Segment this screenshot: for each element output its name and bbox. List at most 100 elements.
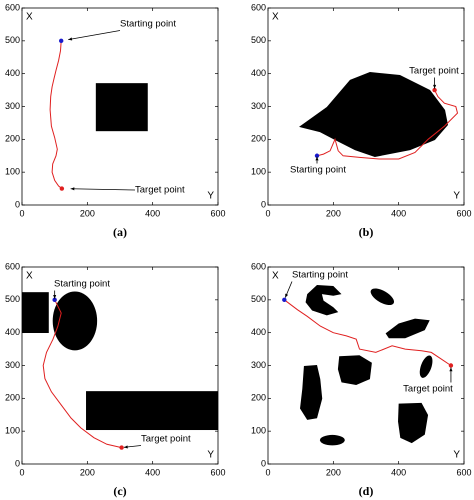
- caption: (b): [359, 225, 374, 239]
- y-tick-label: 500: [5, 294, 20, 304]
- path-line: [283, 299, 452, 366]
- target-point: [432, 87, 437, 93]
- start-point: [314, 153, 320, 158]
- obstacle: [419, 355, 433, 378]
- path-line: [42, 299, 122, 449]
- obstacle: [398, 402, 429, 444]
- x-tick-label: 0: [265, 467, 270, 477]
- obstacle: [319, 434, 345, 446]
- obstacles-c: [22, 291, 219, 431]
- obstacle: [22, 292, 49, 334]
- y-tick-label: 400: [251, 68, 266, 78]
- x-tick-label: 400: [145, 467, 160, 477]
- x-axis-label: Y: [207, 450, 214, 461]
- annotation: Target point: [141, 434, 191, 445]
- arrow-head: [70, 187, 75, 191]
- obstacle: [52, 291, 98, 351]
- y-tick-label: 300: [5, 360, 20, 370]
- x-axis-label: Y: [207, 191, 214, 202]
- x-tick-label: 400: [391, 467, 406, 477]
- start-point: [59, 38, 64, 44]
- start-point: [52, 297, 57, 303]
- y-tick-label: 200: [251, 134, 266, 144]
- annotation-arrow: [70, 188, 136, 191]
- arrow-head: [285, 293, 289, 298]
- arrow-head: [433, 84, 437, 89]
- y-axis-label: X: [26, 12, 33, 23]
- annotation: Target point: [409, 66, 459, 77]
- x-tick-label: 200: [80, 208, 95, 218]
- y-tick-label: 200: [251, 393, 266, 403]
- y-tick-label: 400: [251, 327, 266, 337]
- obstacle: [305, 284, 342, 316]
- annotation: Starting point: [290, 165, 346, 176]
- arrow-head: [53, 295, 57, 299]
- obstacles-d: [300, 284, 433, 446]
- caption: (c): [113, 484, 126, 498]
- x-tick-label: 0: [19, 208, 24, 218]
- annotation: Starting point: [120, 19, 176, 30]
- x-axis-label: Y: [453, 450, 460, 461]
- x-tick-label: 0: [265, 208, 270, 218]
- y-tick-label: 600: [251, 2, 266, 12]
- annotation: Starting point: [292, 270, 348, 281]
- arrow-head: [68, 37, 73, 41]
- y-tick-label: 600: [251, 261, 266, 271]
- obstacle: [337, 355, 372, 385]
- obstacles-b: [299, 72, 448, 157]
- y-tick-label: 300: [5, 101, 20, 111]
- x-tick-label: 400: [145, 208, 160, 218]
- y-tick-label: 300: [251, 360, 266, 370]
- obstacle: [300, 365, 323, 420]
- target-point: [119, 445, 124, 450]
- path-line: [49, 40, 63, 189]
- x-tick-label: 200: [80, 467, 95, 477]
- x-tick-label: 400: [391, 208, 406, 218]
- y-tick-label: 200: [5, 134, 20, 144]
- y-tick-label: 400: [5, 68, 20, 78]
- caption: (a): [113, 225, 127, 239]
- caption: (d): [359, 484, 374, 498]
- target-point: [59, 186, 65, 191]
- x-tick-label: 600: [210, 208, 225, 218]
- y-tick-label: 0: [261, 199, 266, 209]
- x-tick-label: 0: [19, 467, 24, 477]
- obstacle: [86, 391, 219, 431]
- annotation: Target point: [135, 185, 185, 196]
- y-tick-label: 300: [251, 101, 266, 111]
- arrow-head: [123, 445, 128, 449]
- y-tick-label: 0: [261, 458, 266, 468]
- y-tick-label: 0: [15, 458, 20, 468]
- x-axis-label: Y: [453, 191, 460, 202]
- target-point: [448, 363, 454, 368]
- y-tick-label: 600: [5, 2, 20, 12]
- y-axis-label: X: [272, 271, 279, 282]
- y-tick-label: 500: [5, 35, 20, 45]
- annotation: Starting point: [54, 279, 110, 290]
- arrow-head: [315, 156, 319, 161]
- annotation: Target point: [403, 384, 453, 395]
- x-tick-label: 200: [326, 467, 341, 477]
- y-tick-label: 100: [5, 167, 20, 177]
- y-tick-label: 100: [251, 167, 266, 177]
- x-tick-label: 600: [210, 467, 225, 477]
- annotation-arrow: [68, 30, 121, 40]
- y-tick-label: 0: [15, 199, 20, 209]
- x-tick-label: 600: [456, 467, 471, 477]
- path-line: [316, 89, 459, 160]
- obstacle: [385, 318, 430, 339]
- y-tick-label: 500: [251, 35, 266, 45]
- arrow-head: [449, 367, 453, 372]
- x-tick-label: 200: [326, 208, 341, 218]
- obstacle: [95, 83, 148, 132]
- y-tick-label: 100: [251, 426, 266, 436]
- obstacle: [370, 288, 395, 306]
- y-axis-label: X: [272, 12, 279, 23]
- y-tick-label: 100: [5, 426, 20, 436]
- obstacle: [299, 72, 448, 157]
- y-tick-label: 500: [251, 294, 266, 304]
- x-tick-label: 600: [456, 208, 471, 218]
- start-point: [282, 297, 287, 303]
- y-axis-label: X: [26, 271, 33, 282]
